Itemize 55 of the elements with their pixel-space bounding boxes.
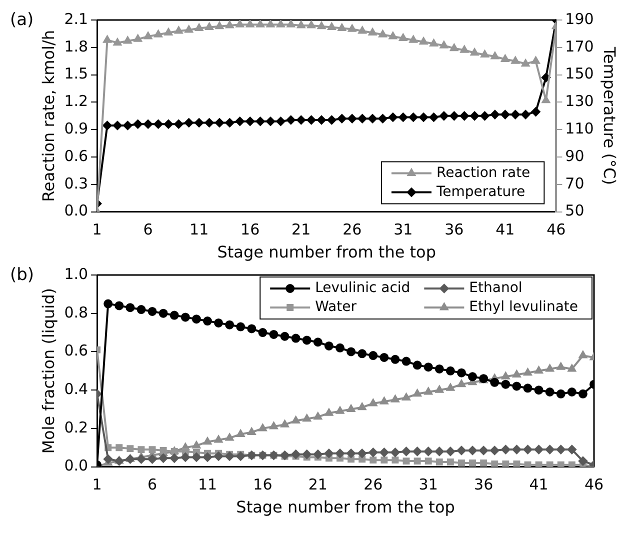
y-tick-label: 0.0: [64, 456, 88, 475]
y2-tick-label: 90: [565, 146, 584, 165]
x-tick-label: 6: [148, 476, 158, 494]
x-tick-label: 41: [496, 220, 515, 239]
y-tick-label: 0.6: [64, 146, 88, 165]
y-axis-title: Mole fraction (liquid): [38, 288, 58, 454]
x-tick-label: 46: [546, 220, 566, 239]
legend-label: Temperature: [435, 184, 526, 200]
x-tick-label: 1: [92, 476, 102, 494]
y2-axis-title: Temperature (°C): [600, 46, 620, 185]
x-tick-label: 26: [342, 220, 362, 239]
x-axis-title: Stage number from the top: [236, 498, 455, 517]
x-tick-label: 26: [364, 476, 383, 494]
x-tick-label: 16: [240, 220, 260, 239]
y2-tick-label: 190: [565, 10, 594, 28]
x-tick-label: 36: [474, 476, 494, 494]
y-tick-label: 1.8: [64, 37, 88, 56]
y2-tick-label: 150: [565, 64, 594, 83]
y2-tick-label: 170: [565, 37, 594, 56]
x-tick-label: 11: [190, 220, 209, 239]
y2-tick-label: 130: [565, 92, 594, 110]
y-tick-label: 0.3: [64, 174, 88, 192]
x-axis-title: Stage number from the top: [217, 242, 436, 262]
chart-title: (a): [10, 10, 34, 30]
y-tick-label: 0.6: [64, 342, 88, 360]
y-tick-label: 0.8: [64, 303, 88, 322]
y-tick-label: 1.0: [64, 264, 88, 283]
y-tick-label: 1.5: [64, 64, 88, 83]
x-tick-label: 46: [584, 476, 604, 494]
y-tick-label: 2.1: [64, 10, 88, 28]
chart-title: (b): [10, 264, 34, 285]
x-tick-label: 31: [394, 220, 413, 239]
y-tick-label: 0.4: [64, 380, 88, 398]
y-tick-label: 0.0: [64, 202, 88, 220]
y-axis-title: Reaction rate, kmol/h: [38, 30, 58, 202]
legend-label: Levulinic acid: [315, 280, 410, 296]
x-tick-label: 1: [92, 220, 102, 239]
y2-tick-label: 110: [565, 119, 594, 138]
x-tick-label: 31: [418, 476, 438, 494]
y-tick-label: 1.2: [64, 92, 88, 110]
legend-label: Reaction rate: [436, 164, 530, 181]
x-tick-label: 16: [253, 476, 272, 494]
y2-tick-label: 70: [565, 174, 584, 192]
y-tick-label: 0.2: [64, 418, 88, 436]
x-tick-label: 36: [444, 220, 464, 239]
y-tick-label: 0.9: [64, 119, 88, 138]
x-tick-label: 41: [529, 476, 548, 494]
y2-tick-label: 50: [565, 202, 584, 220]
x-tick-label: 21: [308, 476, 328, 494]
x-tick-label: 6: [143, 220, 153, 239]
legend-label: Ethanol: [469, 280, 522, 296]
legend-label: Ethyl levulinate: [469, 299, 578, 316]
legend-label: Water: [315, 299, 357, 316]
x-tick-label: 21: [292, 220, 311, 239]
x-tick-label: 11: [198, 476, 218, 494]
